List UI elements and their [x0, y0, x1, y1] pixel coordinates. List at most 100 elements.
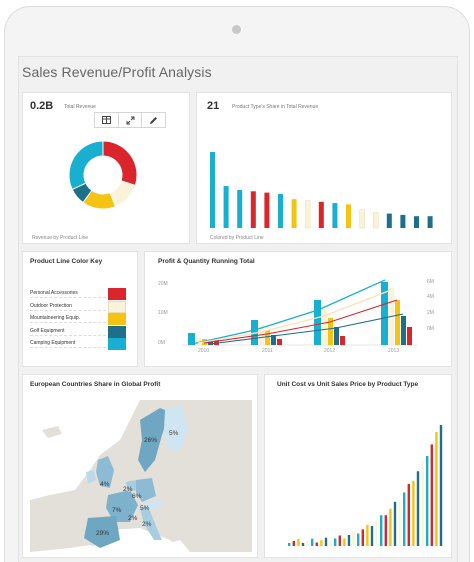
unit-cost-bar: [334, 538, 337, 546]
island: [42, 426, 62, 438]
country-norway-sweden: [138, 408, 170, 472]
share-bar: [346, 204, 351, 228]
y-right-tick: 4M: [427, 294, 434, 300]
sea-area: [30, 400, 140, 500]
map-label: 7%: [112, 507, 122, 514]
unit-cost-bar: [292, 540, 295, 546]
color-key-divider: [30, 309, 106, 311]
color-key-swatch: [108, 288, 126, 300]
product-share-label: Product Type's Share in Total Revenue: [232, 104, 319, 110]
unit-cost-bar: [407, 483, 410, 546]
unit-cost-bar: [375, 520, 378, 546]
bar: [188, 333, 195, 345]
y-right-tick: 6M: [427, 279, 434, 285]
unit-cost-bar: [329, 541, 332, 546]
color-key-item: Camping Equipment: [30, 338, 126, 350]
bar: [314, 300, 321, 345]
share-bar: [304, 200, 311, 229]
unit-cost-bar: [421, 460, 424, 546]
share-bar: [264, 192, 270, 228]
color-key-divider: [30, 334, 106, 336]
share-bar: [359, 209, 365, 229]
color-key-item: Mountaineering Equip.: [30, 313, 126, 325]
color-key-swatch: [108, 313, 126, 325]
bar: [407, 327, 412, 345]
color-key-label: Outdoor Protection: [30, 302, 72, 309]
share-bar: [291, 199, 297, 228]
country-iberia: [84, 516, 120, 548]
unit-cost-title: Unit Cost vs Unit Sales Price by Product…: [277, 381, 419, 388]
color-key-item: Personal Accessories: [30, 288, 126, 300]
map-label: 4%: [100, 481, 110, 488]
share-bar: [332, 203, 338, 228]
unit-cost-bar: [343, 538, 346, 546]
panel-toolbar: [94, 112, 166, 128]
bar: [328, 318, 333, 345]
series-line: [191, 279, 386, 345]
donut-slice: [68, 140, 104, 191]
share-bar: [210, 152, 215, 228]
unit-cost-bar: [361, 529, 364, 546]
color-key-label: Personal Accessories: [30, 290, 78, 296]
share-bar: [427, 216, 433, 228]
share-bar: [250, 191, 256, 228]
unit-cost-bar: [347, 535, 351, 546]
x-tick: 2010: [198, 348, 209, 354]
unit-cost-bar: [403, 492, 406, 546]
y-left-tick: 10M: [158, 310, 168, 316]
europe-map[interactable]: 26% 5% 4% 2% 6% 7% 5% 2% 2% 29%: [30, 400, 252, 552]
color-key-item: Golf Equipment: [30, 325, 126, 338]
unit-cost-panel[interactable]: [264, 374, 452, 558]
running-total-panel[interactable]: [144, 251, 452, 367]
country-germany: [136, 478, 156, 502]
unit-cost-bar: [306, 540, 309, 546]
country-austria: [144, 500, 162, 510]
series-line: [203, 299, 398, 344]
color-key-title: Product Line Color Key: [30, 258, 103, 265]
unit-cost-bar: [352, 531, 355, 546]
unit-cost-bar: [311, 538, 314, 546]
share-bar: [237, 190, 243, 228]
unit-cost-bar: [393, 501, 397, 546]
bar: [265, 330, 270, 345]
x-tick: 2013: [388, 348, 399, 354]
product-share-bar-chart[interactable]: [206, 150, 446, 230]
unit-cost-bar: [426, 456, 429, 546]
dashboard-title: Sales Revenue/Profit Analysis: [22, 64, 212, 80]
country-finland: [164, 405, 188, 452]
unit-cost-bar: [435, 432, 438, 546]
unit-cost-bar: [416, 471, 420, 546]
bar: [322, 308, 327, 345]
map-label: 5%: [169, 430, 179, 437]
map-label: 2%: [142, 521, 152, 528]
share-bar: [414, 216, 419, 228]
total-revenue-label: Total Revenue: [64, 104, 96, 110]
map-label: 2%: [123, 486, 133, 493]
color-key-swatch: [108, 338, 126, 350]
unit-cost-bar: [297, 538, 300, 546]
share-bar: [223, 186, 229, 228]
expand-icon[interactable]: [119, 113, 143, 127]
unit-cost-bar: [398, 500, 401, 546]
color-key-swatch: [108, 300, 126, 313]
share-bar: [372, 212, 379, 229]
x-tick: 2011: [262, 348, 273, 354]
running-total-chart[interactable]: 20M 10M 0M 6M 4M 2M 0M 2010 2011 2012 20…: [152, 270, 444, 360]
map-label: 6%: [132, 493, 142, 500]
y-left-tick: 0M: [158, 340, 165, 346]
color-key-divider: [30, 297, 106, 298]
product-type-count: 21: [207, 100, 220, 112]
bar: [401, 316, 406, 345]
table-icon[interactable]: [95, 113, 119, 127]
unit-cost-chart[interactable]: [272, 400, 446, 550]
revenue-donut-chart[interactable]: [60, 132, 146, 218]
unit-cost-bar: [288, 543, 291, 546]
bar: [277, 339, 282, 345]
bar: [196, 338, 201, 345]
color-key-divider: [30, 322, 106, 323]
color-key-item: Outdoor Protection: [30, 300, 126, 313]
unit-cost-bar: [412, 480, 415, 546]
pencil-icon[interactable]: [142, 113, 165, 127]
unit-cost-bar: [301, 542, 305, 546]
country-benelux: [126, 480, 138, 492]
